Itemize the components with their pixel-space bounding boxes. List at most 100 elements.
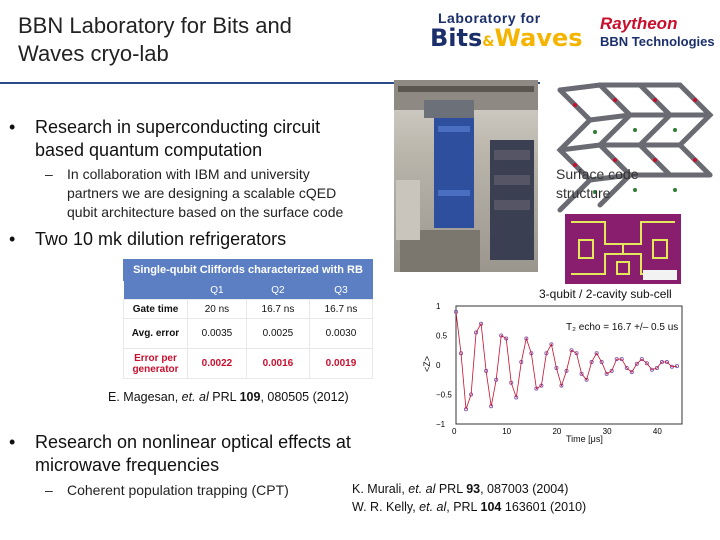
- rb-cell: 20 ns: [187, 299, 247, 319]
- citation-kelly: W. R. Kelly, et. al, PRL 104 163601 (201…: [352, 498, 586, 516]
- bullet-dot: •: [9, 432, 16, 452]
- sub-bullet-cpt: – Coherent population trapping (CPT): [45, 481, 347, 500]
- bullet-dot: •: [9, 117, 16, 137]
- sub-bullet-dash: –: [45, 166, 53, 182]
- bullet-text-line: Two 10 mk dilution refrigerators: [35, 229, 287, 249]
- rb-table-header: Single-qubit Cliffords characterized wit…: [123, 259, 373, 281]
- bullet-refrigerators: • Two 10 mk dilution refrigerators: [9, 228, 395, 251]
- citation-text: , 080505 (2012): [260, 390, 349, 404]
- title-divider: [0, 82, 720, 84]
- y-tick-label: −1: [436, 420, 446, 429]
- surface-label-line: structure: [556, 185, 611, 201]
- slide-title: BBN Laboratory for Bits and Waves cryo-l…: [18, 12, 348, 68]
- sub-bullet-collaboration: – In collaboration with IBM and universi…: [45, 165, 397, 222]
- logo-amp: &: [482, 34, 495, 50]
- rb-cell: 16.7 ns: [245, 299, 310, 319]
- citation-etal: et. al: [419, 500, 447, 514]
- plot-frame: [455, 305, 683, 425]
- citation-text: W. R. Kelly,: [352, 500, 420, 514]
- bullet-text-line: Research on nonlinear optical effects at: [35, 432, 351, 452]
- citation-text: K. Murali,: [352, 482, 409, 496]
- rb-cell: 0.0030: [308, 318, 374, 349]
- citation-etal: et. al: [181, 390, 209, 404]
- citation-text: PRL: [208, 390, 240, 404]
- data-point: [644, 361, 649, 366]
- citation-volume: 109: [239, 390, 261, 404]
- citation-volume: 93: [466, 482, 481, 496]
- rb-qubit-header: Q1: [187, 281, 247, 300]
- rb-row-label: Error per generator: [123, 348, 188, 379]
- rb-cell: 0.0025: [245, 318, 310, 349]
- surface-label-line: Surface code: [556, 166, 639, 182]
- logo-lab-line: Laboratory for: [438, 10, 541, 26]
- citation-block-cpt: K. Murali, et. al PRL 93, 087003 (2004) …: [352, 480, 586, 516]
- chip-caption: 3-qubit / 2-cavity sub-cell: [539, 287, 672, 301]
- logo-waves: Waves: [494, 24, 583, 52]
- surface-code-label: Surface code structure: [556, 165, 666, 203]
- dilution-refrigerator-photo: [394, 80, 538, 272]
- data-point: [559, 383, 564, 388]
- citation-magesan: E. Magesan, et. al PRL 109, 080505 (2012…: [108, 390, 349, 404]
- surface-code-lattice: [540, 80, 720, 214]
- sub-bullet-line: partners we are designing a scalable cQE…: [67, 185, 337, 201]
- plot-annotation: T₂ echo = 16.7 +/– 0.5 us: [566, 322, 678, 333]
- y-tick-label: −0.5: [436, 391, 452, 400]
- y-tick-label: 1: [436, 302, 441, 311]
- bullet-research-qc: • Research in superconducting circuit ba…: [9, 116, 395, 162]
- sub-bullet-line: Coherent population trapping (CPT): [67, 482, 289, 498]
- rb-cell: 0.0035: [187, 318, 247, 349]
- x-tick-label: 0: [452, 427, 457, 436]
- rb-row-label: Avg. error: [123, 318, 188, 349]
- citation-volume: 104: [480, 500, 502, 514]
- title-line-1: BBN Laboratory for Bits and: [18, 13, 292, 38]
- data-point: [629, 370, 634, 375]
- data-point: [624, 365, 629, 370]
- citation-text: E. Magesan,: [108, 390, 182, 404]
- rb-qubit-header: Q3: [309, 281, 373, 300]
- t2-echo-plot: 0 10 20 30 40 1 0.5 0 −0.5 −1 T₂ echo = 16.7 +/– …: [416, 302, 686, 446]
- citation-text: , 087003 (2004): [480, 482, 569, 496]
- y-tick-label: 0: [436, 361, 441, 370]
- x-tick-label: 10: [502, 427, 511, 436]
- rb-cell: 0.0016: [245, 348, 310, 379]
- bits-and-waves-logo: Laboratory for Bits&Waves: [430, 10, 583, 56]
- data-point: [654, 365, 659, 370]
- bullet-text-line: microwave frequencies: [35, 455, 220, 475]
- data-point: [589, 360, 594, 365]
- three-qubit-chip-image: [565, 214, 681, 284]
- data-point: [649, 367, 654, 372]
- rb-qubit-header: Q2: [246, 281, 310, 300]
- citation-text: , PRL: [446, 500, 481, 514]
- fit-curve: [455, 311, 678, 410]
- logo-bits: Bits: [430, 24, 483, 52]
- raytheon-bbn-logo: Raytheon BBN Technologies: [600, 14, 715, 49]
- citation-text: PRL: [435, 482, 467, 496]
- rb-cell: 0.0019: [308, 348, 374, 379]
- x-tick-label: 40: [653, 427, 662, 436]
- sub-bullet-line: In collaboration with IBM and university: [67, 166, 310, 182]
- rb-row-label: Gate time: [123, 299, 188, 319]
- title-line-2: Waves cryo-lab: [18, 41, 169, 66]
- y-tick-label: 0.5: [436, 332, 448, 341]
- data-point: [584, 377, 589, 382]
- citation-etal: et. al: [408, 482, 436, 496]
- data-point: [599, 360, 604, 365]
- citation-murali: K. Murali, et. al PRL 93, 087003 (2004): [352, 480, 586, 498]
- data-point: [604, 371, 609, 376]
- data-point: [639, 357, 644, 362]
- data-point: [609, 368, 614, 373]
- bullet-nonlinear-optics: • Research on nonlinear optical effects …: [9, 431, 415, 477]
- rb-table: Single-qubit Cliffords characterized wit…: [123, 259, 374, 381]
- bullet-dot: •: [9, 229, 16, 249]
- x-axis-label: Time [μs]: [566, 434, 603, 444]
- rb-cell: 0.0022: [187, 348, 247, 379]
- bbn-wordmark: BBN Technologies: [600, 34, 715, 49]
- sub-bullet-line: qubit architecture based on the surface …: [67, 204, 344, 220]
- bullet-text-line: Research in superconducting circuit: [35, 117, 321, 137]
- data-point: [634, 361, 639, 366]
- rb-corner-cell: [123, 281, 188, 300]
- citation-text: 163601 (2010): [501, 500, 587, 514]
- raytheon-wordmark: Raytheon: [600, 14, 678, 33]
- sub-bullet-dash: –: [45, 482, 53, 498]
- bullet-text-line: based quantum computation: [35, 140, 263, 160]
